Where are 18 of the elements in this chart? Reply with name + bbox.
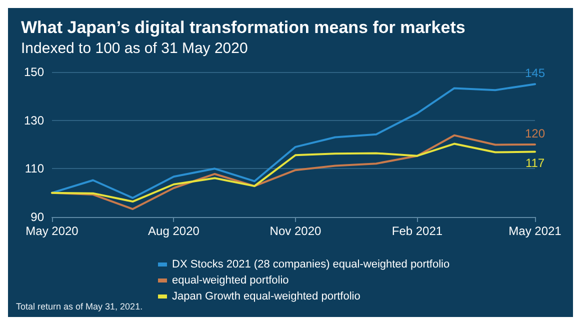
legend-label: DX Stocks 2021 (28 companies) equal-weighted portfolio — [172, 258, 450, 270]
x-tick-label: May 2021 — [508, 224, 562, 238]
data-label: 145 — [524, 66, 546, 80]
y-tick-label: 150 — [24, 65, 44, 79]
chart-title: What Japan’s digital transformation means for markets — [21, 18, 466, 37]
chart-subtitle: Indexed to 100 as of 31 May 2020 — [21, 40, 248, 57]
legend-label: Japan Growth equal-weighted portfolio — [172, 290, 360, 302]
x-tick-label: Feb 2021 — [392, 224, 443, 238]
data-label: 120 — [524, 126, 546, 140]
x-tick-label: Nov 2020 — [270, 224, 322, 238]
x-tick-label: May 2020 — [26, 224, 79, 238]
legend-label: equal-weighted portfolio — [172, 274, 289, 286]
y-tick-label: 130 — [24, 113, 44, 128]
text: Total return as of May 31, 2021. — [16, 302, 143, 312]
data-label: 117 — [525, 156, 545, 170]
y-tick-label: 110 — [24, 162, 44, 176]
x-tick-label: Aug 2020 — [148, 224, 200, 238]
y-tick-label: 90 — [30, 210, 44, 224]
